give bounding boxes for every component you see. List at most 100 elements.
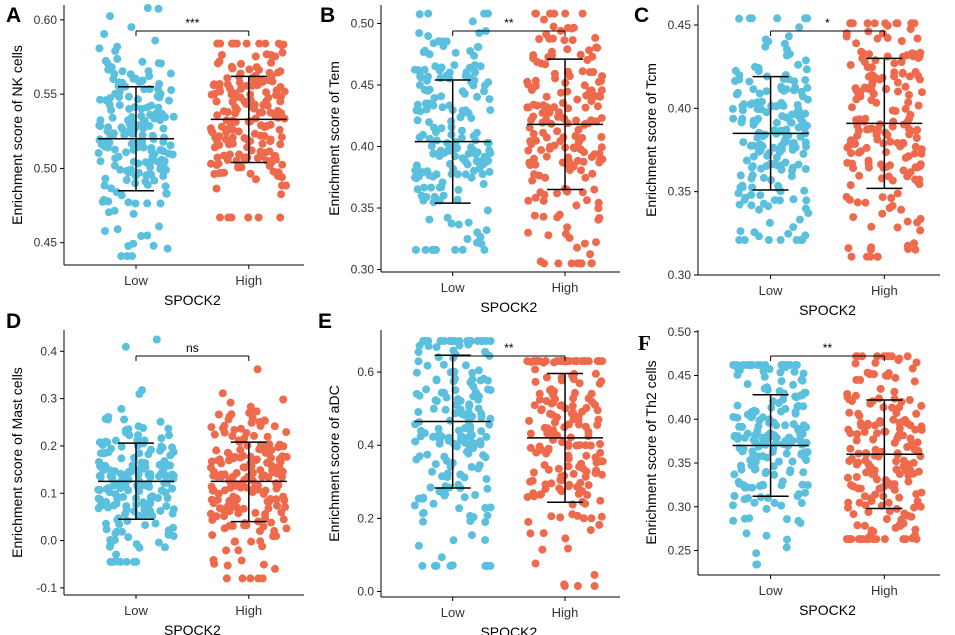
data-point: [871, 358, 880, 367]
data-point: [573, 582, 582, 590]
data-point: [420, 46, 429, 55]
data-point: [854, 535, 863, 544]
data-point: [890, 394, 899, 403]
data-point: [453, 195, 462, 204]
data-point: [544, 465, 553, 474]
data-point: [258, 472, 267, 481]
data-point: [575, 379, 584, 388]
data-point: [236, 453, 245, 462]
data-point: [116, 165, 125, 174]
data-point: [529, 51, 538, 60]
y-axis-title: Enrichment score of NK cells: [9, 45, 25, 225]
data-point: [111, 436, 120, 445]
data-point: [130, 453, 139, 462]
data-point: [547, 47, 556, 56]
data-point: [528, 176, 537, 185]
data-point: [777, 82, 786, 91]
data-point: [259, 100, 268, 109]
data-point: [786, 466, 795, 475]
data-point: [733, 401, 742, 410]
data-point: [849, 164, 858, 173]
data-point: [597, 143, 606, 152]
data-point: [220, 470, 229, 479]
error-bar-high: [210, 441, 287, 523]
data-point: [847, 149, 855, 158]
data-point: [224, 449, 233, 458]
data-point: [737, 465, 746, 474]
data-point: [100, 181, 109, 190]
data-point: [99, 195, 108, 204]
panel-letter: B: [320, 4, 335, 27]
data-point: [252, 407, 261, 416]
data-point: [561, 534, 570, 543]
data-point: [159, 124, 168, 133]
data-point: [164, 149, 173, 158]
data-point: [109, 501, 118, 510]
data-point: [802, 65, 811, 74]
data-point: [476, 376, 485, 385]
data-point: [447, 219, 456, 228]
data-point: [277, 92, 286, 101]
data-point: [564, 442, 573, 450]
data-point: [793, 111, 802, 120]
data-point: [799, 149, 808, 158]
data-point: [267, 518, 276, 527]
data-point: [570, 144, 579, 153]
data-point: [526, 443, 535, 452]
data-point: [747, 201, 756, 210]
data-point: [446, 561, 455, 570]
data-point: [549, 435, 557, 444]
data-point: [546, 409, 554, 418]
data-point: [268, 77, 277, 86]
data-point: [121, 510, 129, 519]
data-point: [585, 68, 594, 77]
data-point: [251, 114, 260, 123]
data-point: [230, 426, 239, 434]
data-point: [431, 396, 440, 405]
data-point: [125, 431, 134, 440]
data-point: [730, 432, 739, 441]
data-point: [910, 239, 919, 248]
data-point: [747, 174, 756, 183]
data-point: [563, 45, 572, 54]
data-point: [787, 118, 796, 127]
data-point: [478, 337, 487, 345]
data-point: [756, 191, 765, 200]
data-point: [157, 59, 165, 68]
data-point: [800, 388, 809, 397]
data-point: [124, 533, 133, 542]
data-point: [220, 428, 229, 437]
data-point: [876, 384, 885, 393]
data-point: [557, 376, 566, 385]
points-low: [94, 4, 178, 261]
data-point: [466, 432, 474, 441]
data-point: [860, 428, 869, 436]
data-point: [124, 168, 133, 177]
data-point: [795, 23, 804, 32]
data-point: [597, 133, 606, 141]
data-point: [587, 514, 596, 523]
data-point: [230, 497, 239, 506]
data-point: [750, 228, 759, 237]
data-point: [592, 458, 601, 467]
data-point: [796, 236, 805, 244]
data-point: [542, 152, 551, 161]
data-point: [785, 50, 794, 59]
data-point: [432, 136, 441, 145]
data-point: [912, 409, 921, 418]
data-point: [466, 517, 475, 525]
data-point: [800, 186, 809, 195]
data-point: [554, 464, 563, 473]
data-point: [152, 109, 160, 118]
data-point: [129, 209, 138, 218]
data-point: [128, 113, 136, 121]
y-axis-title: Enrichment score of Mast cells: [9, 367, 25, 558]
data-point: [897, 37, 906, 45]
data-point: [255, 39, 264, 48]
data-point: [228, 473, 237, 482]
data-point: [273, 501, 282, 510]
data-point: [224, 456, 233, 465]
data-point: [763, 386, 772, 395]
data-point: [886, 137, 895, 146]
data-point: [207, 457, 216, 466]
